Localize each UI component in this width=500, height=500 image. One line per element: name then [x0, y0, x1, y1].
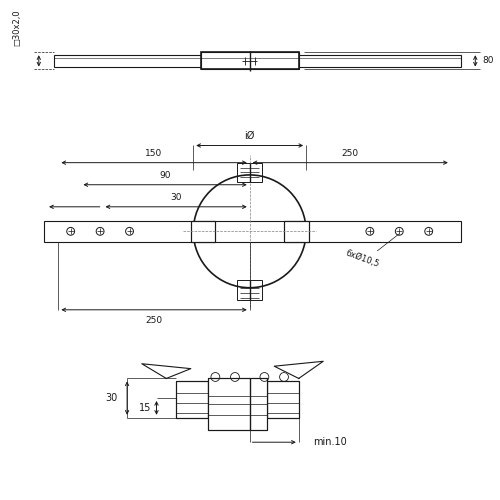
Text: 6xØ10,5: 6xØ10,5 — [344, 248, 380, 268]
Polygon shape — [274, 362, 324, 378]
Bar — [200, 52, 298, 70]
Text: 15: 15 — [139, 403, 151, 413]
Bar — [176, 381, 208, 418]
Text: iØ: iØ — [244, 130, 255, 140]
Text: min.10: min.10 — [314, 437, 347, 447]
Bar — [208, 378, 267, 430]
Bar — [284, 220, 308, 242]
Text: 30: 30 — [105, 393, 118, 403]
Text: 250: 250 — [146, 316, 162, 324]
Bar — [176, 381, 208, 418]
Bar — [208, 378, 267, 430]
Bar — [54, 55, 460, 67]
Bar — [44, 220, 461, 242]
Text: □30x2,0: □30x2,0 — [12, 10, 21, 46]
Bar — [284, 220, 308, 242]
Bar — [267, 381, 298, 418]
Bar — [200, 52, 298, 70]
Bar — [267, 381, 298, 418]
Bar — [191, 220, 216, 242]
Bar — [238, 280, 262, 300]
Text: 30: 30 — [170, 193, 182, 202]
Text: 80: 80 — [482, 56, 494, 66]
Bar — [238, 162, 262, 182]
Polygon shape — [142, 364, 191, 378]
Text: 250: 250 — [342, 149, 359, 158]
Text: 90: 90 — [160, 171, 171, 180]
Bar — [191, 220, 216, 242]
Text: 150: 150 — [146, 149, 162, 158]
